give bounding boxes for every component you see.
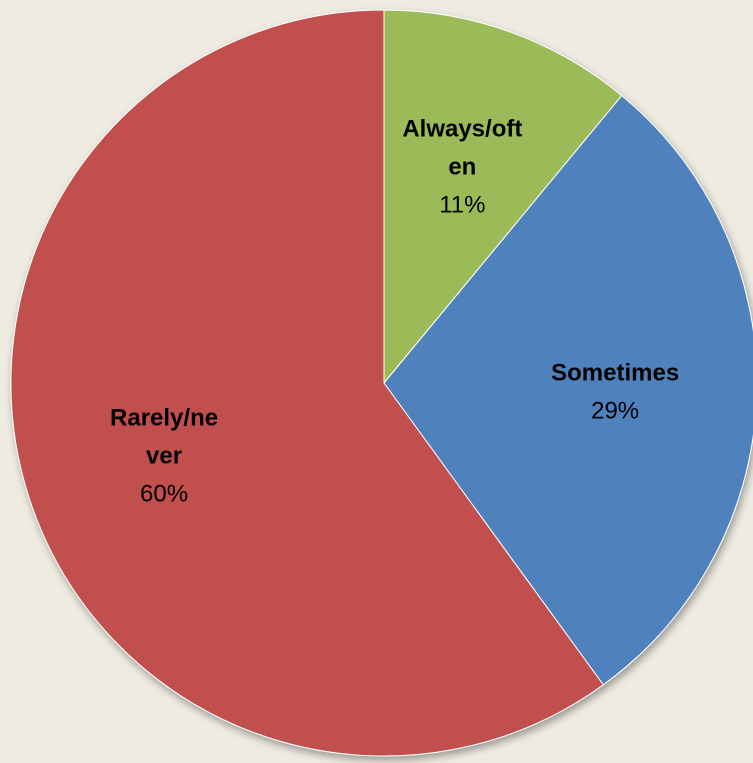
slice-value-label: 29% xyxy=(591,397,639,424)
slice-name-label: ver xyxy=(146,442,182,469)
pie-slice-rarely-never xyxy=(10,9,604,757)
slice-name-label: Always/oft xyxy=(402,115,522,142)
slice-value-label: 60% xyxy=(140,480,188,507)
slice-name-label: Sometimes xyxy=(551,359,679,386)
pie-label-always-often: Always/oft en 11% xyxy=(402,115,522,218)
slice-name-label: Rarely/ne xyxy=(110,404,218,431)
pie-slices xyxy=(10,9,753,757)
slice-value-label: 11% xyxy=(439,191,485,218)
pie-label-sometimes: Sometimes 29% xyxy=(551,359,679,424)
pie-slice-sometimes xyxy=(383,94,753,686)
pie-label-rarely-never: Rarely/ne ver 60% xyxy=(110,404,218,507)
pie-labels: Always/oft en 11% Sometimes 29% Rarely/ne ver 6… xyxy=(110,115,679,507)
pie-slice-always-often xyxy=(383,9,623,385)
slice-name-label: en xyxy=(448,153,476,180)
